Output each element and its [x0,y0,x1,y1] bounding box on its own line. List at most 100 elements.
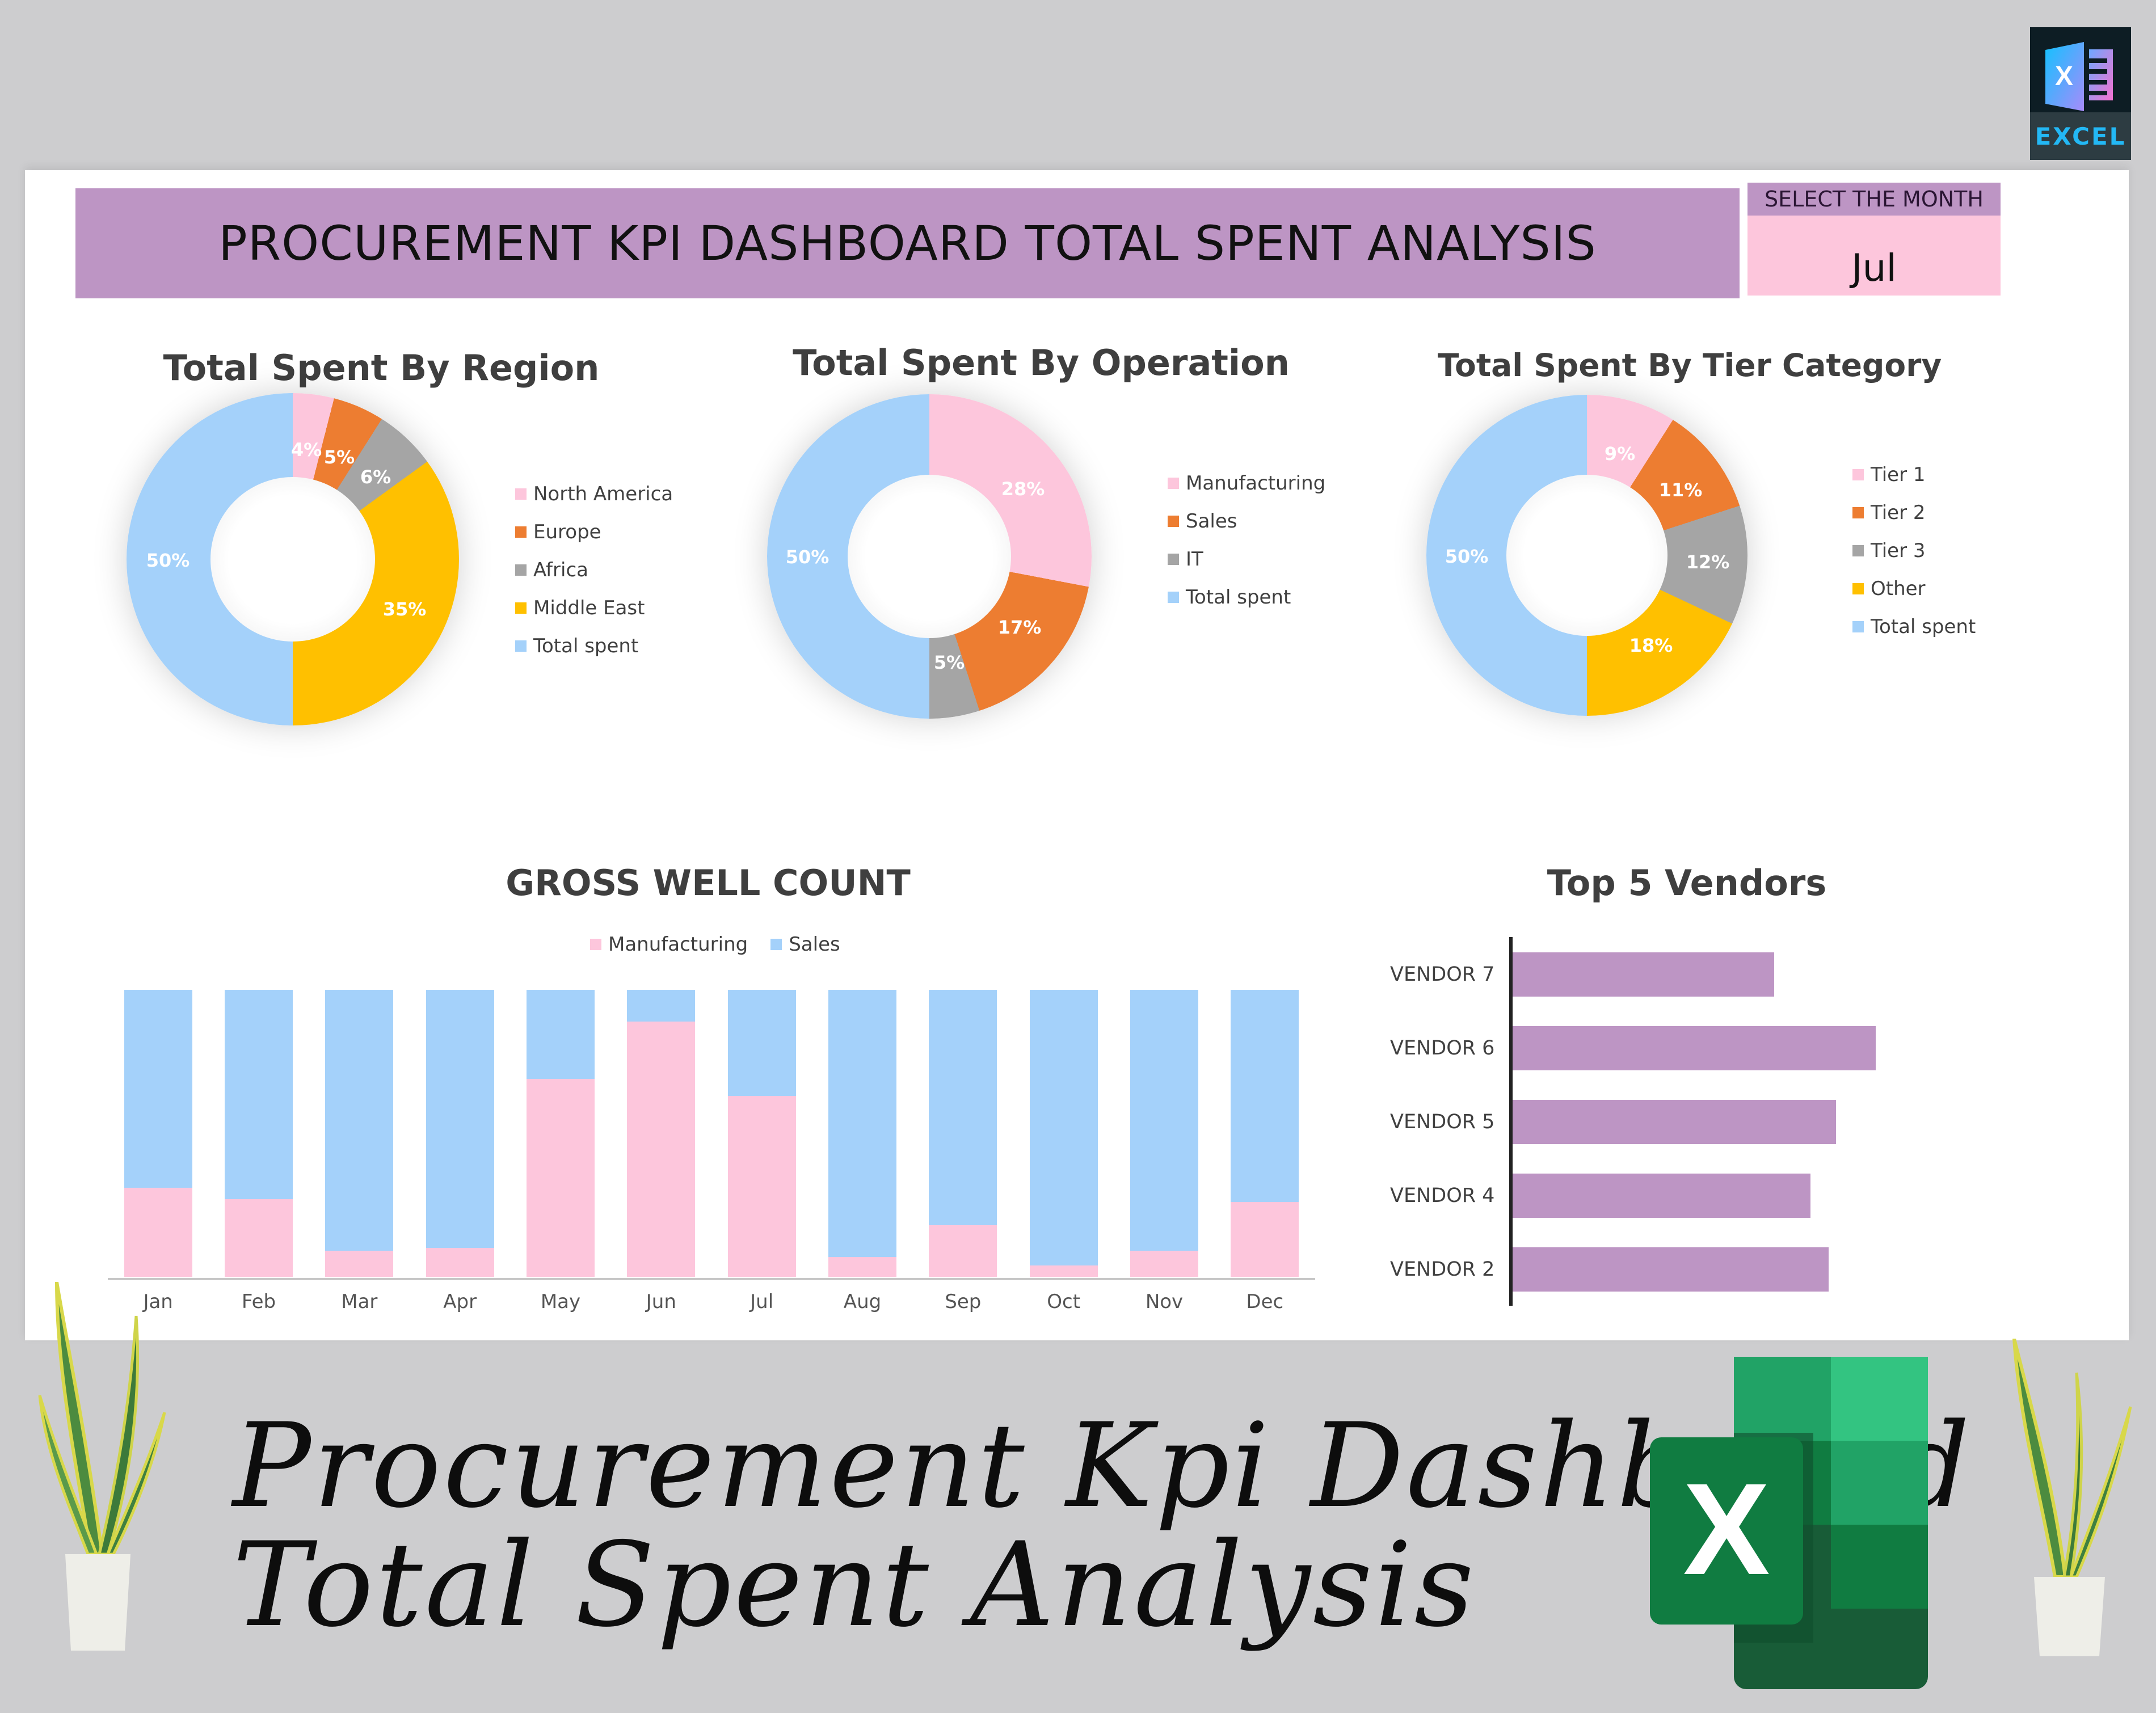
legend-item: Middle East [515,589,673,627]
tier-pct-tier1: 9% [1604,443,1636,465]
tier-pct-tier3: 12% [1686,551,1730,573]
legend-item: Total spent [1168,578,1325,616]
dashboard-header: PROCUREMENT KPI DASHBOARD TOTAL SPENT AN… [75,188,1740,298]
bar-oct[interactable] [1029,990,1098,1277]
vendor-y-axis [1509,937,1513,1306]
month-selector-label: SELECT THE MONTH [1747,183,2001,216]
right-plant-decoration [1991,1338,2139,1656]
region-pct-europe: 5% [323,446,355,468]
bar-may[interactable] [527,990,595,1277]
bar-segment-sales [426,990,494,1248]
region-pct-north-america: 4% [290,439,322,461]
bar-segment-manufacturing [727,1096,796,1277]
legend-item: IT [1168,540,1325,578]
legend-item: Tier 3 [1852,531,1976,569]
bar-segment-manufacturing [426,1248,494,1277]
vendor-bar[interactable] [1513,1174,1810,1218]
bar-segment-sales [225,990,293,1200]
bar-apr[interactable] [426,990,494,1277]
legend-item: North America [515,475,673,513]
bar-jul[interactable] [727,990,796,1277]
excel-file-icon: X [2045,42,2113,111]
badge-label: EXCEL [2030,112,2131,160]
bar-segment-manufacturing [527,1078,595,1277]
operation-pct-sales: 17% [997,617,1042,638]
swatch-blue [770,939,782,950]
operation-chart-title: Total Spent By Operation [793,342,1290,383]
vendor-bar[interactable] [1513,1100,1836,1144]
x-axis-label: Dec [1246,1290,1284,1313]
legend-item: Sales [1168,502,1325,540]
vendor-label: VENDOR 4 [1390,1184,1495,1207]
legend-item-sales: Sales [770,933,840,956]
bar-mar[interactable] [325,990,394,1277]
month-selector[interactable]: SELECT THE MONTH Jul [1747,183,2001,296]
month-selector-value[interactable]: Jul [1851,246,1897,290]
legend-item: Total spent [515,627,673,665]
x-axis-label: May [540,1290,581,1313]
vendor-bar[interactable] [1513,1247,1829,1292]
swatch-blue [515,640,527,652]
gross-well-count-title: GROSS WELL COUNT [506,862,911,904]
bar-nov[interactable] [1130,990,1198,1277]
operation-donut-hole [848,475,1011,638]
tier-donut-hole [1506,475,1667,636]
operation-legend: Manufacturing Sales IT Total spent [1168,464,1325,616]
vendor-label: VENDOR 7 [1390,963,1495,986]
tier-legend: Tier 1 Tier 2 Tier 3 Other Total spent [1852,455,1976,645]
x-axis-label: Jun [646,1290,676,1313]
x-axis-label: Feb [241,1290,276,1313]
svg-text:X: X [1683,1456,1770,1602]
footer-title: Procurement Kpi Dashboard Total Spent An… [233,1407,1972,1645]
bar-segment-sales [727,990,796,1096]
region-pct-africa: 6% [360,466,391,488]
footer-title-line2: Total Spent Analysis [233,1518,1476,1653]
bar-aug[interactable] [828,990,896,1277]
bar-dec[interactable] [1231,990,1299,1277]
swatch-orange [1168,515,1179,527]
bar-jun[interactable] [627,990,696,1277]
region-chart-title: Total Spent By Region [163,347,600,389]
operation-pct-it: 5% [933,652,965,673]
top-vendors-title: Top 5 Vendors [1547,862,1827,904]
legend-item-manufacturing: Manufacturing [590,933,748,956]
legend-item: Europe [515,513,673,551]
vendor-label: VENDOR 2 [1390,1258,1495,1281]
bar-segment-manufacturing [929,1225,997,1277]
bar-segment-sales [1231,990,1299,1203]
bar-segment-manufacturing [325,1251,394,1277]
bar-segment-manufacturing [1231,1202,1299,1277]
bar-segment-manufacturing [627,1021,696,1277]
legend-item: Other [1852,569,1976,607]
excel-badge: X EXCEL [2030,27,2131,160]
legend-item: Africa [515,551,673,589]
swatch-yellow [1852,583,1864,594]
tier-pct-other: 18% [1629,635,1673,656]
bar-segment-manufacturing [124,1188,192,1277]
x-axis-label: Aug [843,1290,882,1313]
microsoft-excel-logo-icon: X [1650,1357,1928,1689]
swatch-pink [1852,469,1864,480]
bar-segment-manufacturing [828,1256,896,1277]
swatch-orange [1852,507,1864,518]
operation-pct-total: 50% [785,546,829,568]
bar-jan[interactable] [124,990,192,1277]
vendor-bar[interactable] [1513,952,1774,997]
gross-well-count-legend: Manufacturing Sales [590,933,863,956]
region-pct-total: 50% [146,550,190,571]
region-legend: North America Europe Africa Middle East … [515,475,673,665]
svg-text:X: X [2055,61,2073,91]
operation-pct-manufacturing: 28% [1001,478,1045,500]
bar-segment-sales [828,990,896,1257]
swatch-blue [1852,621,1864,632]
bar-segment-sales [325,990,394,1251]
legend-item: Tier 2 [1852,493,1976,531]
x-axis-label: Oct [1047,1290,1081,1313]
swatch-orange [515,526,527,538]
bar-sep[interactable] [929,990,997,1277]
bar-feb[interactable] [225,990,293,1277]
x-axis-label: Apr [443,1290,477,1313]
bar-segment-sales [1029,990,1098,1265]
tier-pct-tier2: 11% [1658,479,1703,501]
vendor-bar[interactable] [1513,1026,1876,1070]
